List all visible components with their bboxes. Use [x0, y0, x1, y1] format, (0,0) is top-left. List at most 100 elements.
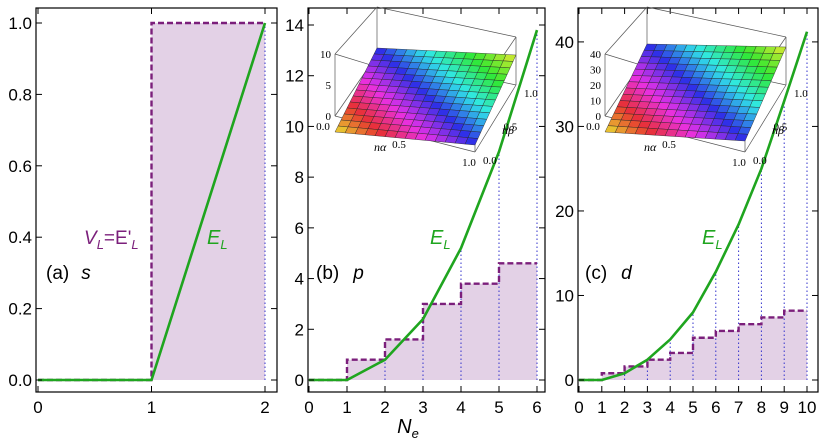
inset-surface-cell [334, 125, 349, 134]
vl-step-line [309, 262, 537, 382]
x-tick-label: 9 [779, 398, 788, 417]
panel-label: (c) d [585, 263, 633, 284]
el-label-main: E [430, 227, 444, 249]
y-tick-label: 0.6 [8, 157, 32, 176]
x-tick-label: 3 [643, 398, 652, 417]
inset-z-tick-label: 0 [596, 111, 602, 123]
x-tick-label: 5 [494, 398, 503, 417]
inset-x-tick-label: 0.0 [586, 121, 600, 133]
el-curve-label: EL [430, 227, 451, 252]
inset-y-tick-label: 1.0 [794, 88, 808, 100]
inset-z-tick-label: 20 [590, 80, 602, 92]
inset-y-tick-label: 0.0 [753, 155, 767, 167]
x-tick-label: 1 [342, 398, 351, 417]
x-tick-label: 10 [798, 398, 817, 417]
inset-y-tick-label: 0.5 [504, 122, 518, 134]
y-tick-label: 0 [565, 371, 574, 390]
inset-z-tick-label: 0 [326, 111, 332, 123]
x-tick-label: 3 [418, 398, 427, 417]
el-label-main: E [207, 227, 221, 249]
y-tick-label: 2 [295, 320, 304, 339]
x-axis-label: Ne [397, 416, 419, 440]
el-curve-line [38, 22, 267, 382]
inset-z-tick-label: 30 [590, 65, 602, 77]
vl-step-line [579, 309, 807, 382]
el-curve-label: EL [207, 227, 228, 252]
y-tick-label: 6 [295, 219, 304, 238]
y-tick-label: 4 [295, 270, 304, 289]
inset-x-tick-label: 1.0 [732, 157, 746, 169]
y-tick-label: 12 [285, 67, 304, 86]
inset-x-tick-label: 0.0 [316, 121, 330, 133]
x-axis-label-main: N [397, 416, 412, 438]
inset-3d-surface-plot: 0 5 10 0.0 0.5 1.0 0.0 0.5 1.0 nα nβ [316, 6, 538, 169]
x-tick-label: 0 [574, 398, 583, 417]
y-tick-label: 0.2 [8, 300, 32, 319]
y-tick-label: 20 [555, 202, 574, 221]
x-tick-label: 4 [665, 398, 674, 417]
vl-curve-label: VL=E'L [84, 228, 139, 252]
el-curve-line [309, 29, 539, 382]
vl-label-sub2: L [131, 237, 138, 252]
x-tick-label: 1 [597, 398, 606, 417]
el-label-sub: L [443, 237, 450, 252]
vl-label-sub: L [97, 237, 104, 252]
inset-x-axis-label: nα [374, 140, 387, 154]
x-tick-label: 6 [711, 398, 720, 417]
panel-label-letter: (c) [585, 263, 607, 284]
y-tick-label: 40 [555, 33, 574, 52]
el-curve-line [579, 31, 809, 382]
y-tick-label: 8 [295, 168, 304, 187]
x-tick-label: 0 [33, 398, 42, 417]
inset-y-tick-label: 1.0 [524, 88, 538, 100]
x-tick-label: 1 [147, 398, 156, 417]
panel-label-orbital: s [81, 263, 91, 284]
inset-box-edge [376, 6, 517, 38]
y-tick-label: 0.0 [8, 371, 32, 390]
inset-box-edge [646, 6, 787, 38]
y-tick-label: 0.8 [8, 85, 32, 104]
y-tick-label: 0.4 [8, 228, 32, 247]
vl-label-eq: =E' [104, 228, 131, 249]
x-tick-label: 2 [260, 398, 269, 417]
y-tick-label: 10 [285, 117, 304, 136]
y-tick-label: 14 [285, 16, 304, 35]
panel-label-letter: (a) [46, 263, 69, 284]
el-label-sub: L [220, 237, 227, 252]
panel-label-orbital: p [352, 263, 364, 284]
inset-surface-cell [604, 125, 619, 133]
y-tick-label: 0 [295, 371, 304, 390]
panel-frame [35, 7, 278, 393]
panel-label-letter: (b) [316, 263, 339, 284]
panel-label-orbital: d [621, 263, 633, 284]
inset-3d-surface-plot: 0 10 20 30 40 0.0 0.5 1.0 0.0 0.5 1.0 nα nβ [586, 6, 808, 169]
x-tick-label: 2 [380, 398, 389, 417]
vl-label-main: V [84, 228, 99, 249]
inset-z-tick-label: 5 [326, 80, 332, 92]
inset-x-tick-label: 0.5 [662, 139, 676, 151]
inset-y-tick-label: 0.0 [483, 155, 497, 167]
x-tick-label: 7 [734, 398, 743, 417]
inset-z-tick-label: 10 [590, 96, 602, 108]
inset-z-tick-label: 40 [590, 49, 602, 61]
el-curve-label: EL [702, 227, 723, 252]
inset-x-tick-label: 1.0 [462, 157, 476, 169]
inset-box-edge [334, 6, 378, 55]
y-tick-label: 1.0 [8, 14, 32, 33]
x-tick-label: 2 [620, 398, 629, 417]
inset-x-tick-label: 0.5 [392, 139, 406, 151]
panel-label: (b) p [316, 263, 364, 284]
inset-box-edge [474, 84, 517, 153]
inset-y-axis-label: nβ [772, 123, 784, 137]
x-tick-label: 4 [456, 398, 465, 417]
inset-x-axis-label: nα [644, 140, 657, 154]
el-label-sub: L [715, 237, 722, 252]
x-tick-label: 5 [688, 398, 697, 417]
inset-box-edge [744, 84, 787, 153]
el-label-main: E [702, 227, 716, 249]
inset-z-tick-label: 10 [320, 49, 332, 61]
